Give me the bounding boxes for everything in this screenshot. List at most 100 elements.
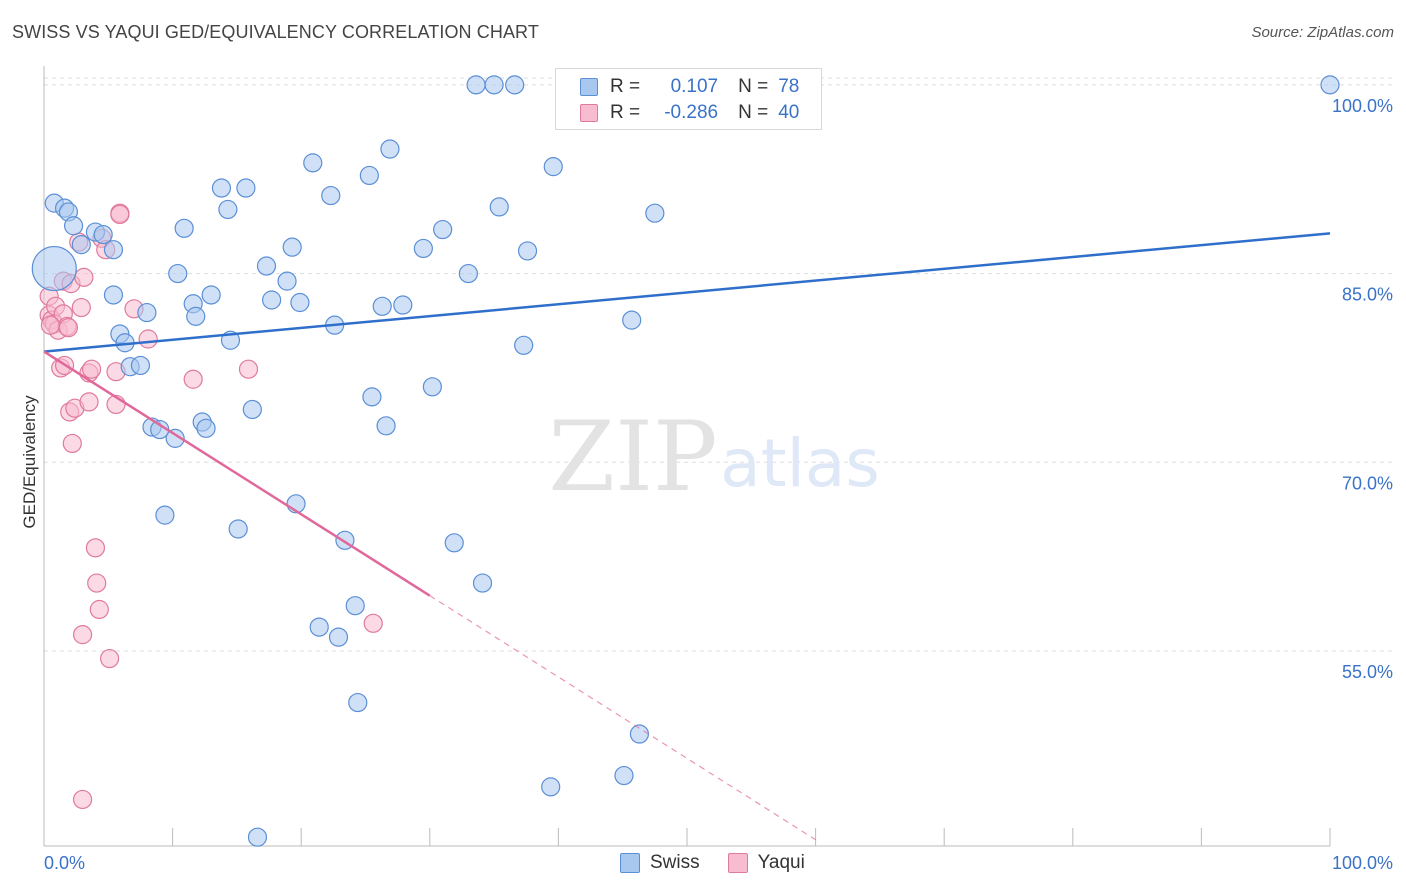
swiss-point-70 xyxy=(622,310,642,330)
swiss-point-62 xyxy=(505,75,525,95)
yaqui-swatch xyxy=(580,104,598,122)
swiss-point-14 xyxy=(137,302,157,323)
source-credit: Source: ZipAtlas.com xyxy=(1251,24,1394,41)
swiss-point-61 xyxy=(489,197,509,217)
swiss-point-49 xyxy=(372,296,392,316)
legend-row-yaqui: R = -0.286 N = 40 xyxy=(580,100,799,126)
swiss-point-20 xyxy=(174,218,194,238)
swiss-point-46 xyxy=(348,692,368,713)
swiss-point-57 xyxy=(458,263,478,284)
swiss-point-38 xyxy=(290,292,310,313)
swiss-point-22 xyxy=(186,306,206,326)
y-tick-label-0: 100.0% xyxy=(1332,96,1393,116)
swiss-trend-line xyxy=(43,232,1331,353)
yaqui-point-37 xyxy=(238,359,259,379)
swiss-point-5 xyxy=(71,235,91,255)
yaqui-point-24 xyxy=(85,538,106,558)
swiss-point-19 xyxy=(168,263,188,284)
yaqui-point-29 xyxy=(99,648,120,669)
series-swiss-points xyxy=(31,75,1340,847)
trend-lines xyxy=(43,232,1331,841)
swiss-swatch xyxy=(580,78,598,96)
y-tick-label-3: 55.0% xyxy=(1342,662,1393,682)
tick-labels: 100.0% 85.0% 70.0% 55.0% 0.0% 100.0% xyxy=(44,96,1393,873)
swiss-point-51 xyxy=(380,139,400,159)
yaqui-point-26 xyxy=(89,599,109,620)
y-axis-label: GED/Equivalency xyxy=(20,395,39,529)
swiss-point-55 xyxy=(433,219,453,240)
swiss-legend-swatch xyxy=(620,853,640,873)
yaqui-point-18 xyxy=(72,625,93,645)
y-tick-label-1: 85.0% xyxy=(1342,285,1393,305)
yaqui-trend-extension xyxy=(429,595,816,841)
swiss-point-54 xyxy=(422,377,442,397)
swiss-point-32 xyxy=(247,827,268,847)
yaqui-point-14 xyxy=(62,433,82,454)
swiss-point-60 xyxy=(484,75,504,95)
legend-item-yaqui[interactable]: Yaqui xyxy=(727,852,805,874)
swiss-point-59 xyxy=(472,573,493,593)
swiss-point-48 xyxy=(362,387,382,407)
yaqui-point-25 xyxy=(87,573,107,593)
swiss-point-8 xyxy=(103,240,124,260)
swiss-point-31 xyxy=(242,399,262,420)
x-tick-label-0: 0.0% xyxy=(44,853,85,873)
swiss-point-33 xyxy=(256,256,277,276)
swiss-r-label: R = xyxy=(610,76,641,97)
yaqui-point-35 xyxy=(138,329,158,349)
swiss-legend-label: Swiss xyxy=(650,852,700,873)
yaqui-point-20 xyxy=(74,267,94,287)
swiss-n-value: 78 xyxy=(778,76,800,97)
swiss-point-41 xyxy=(321,185,341,206)
series-legend: Swiss Yaqui xyxy=(620,852,833,874)
correlation-legend: R = 0.107 N = 78 R = -0.286 N = 40 xyxy=(555,68,822,130)
legend-row-swiss: R = 0.107 N = 78 xyxy=(580,74,799,100)
swiss-point-53 xyxy=(413,238,433,259)
swiss-point-58 xyxy=(466,75,486,95)
swiss-point-36 xyxy=(282,237,302,257)
swiss-point-27 xyxy=(218,199,238,220)
yaqui-point-38 xyxy=(363,613,383,633)
swiss-point-56 xyxy=(444,533,464,553)
swiss-r-value: 0.107 xyxy=(670,76,719,97)
swiss-point-76 xyxy=(1320,75,1340,95)
swiss-point-45 xyxy=(345,596,365,616)
swiss-point-43 xyxy=(328,627,349,647)
yaqui-point-19 xyxy=(72,789,93,810)
swiss-point-34 xyxy=(262,290,282,310)
yaqui-point-11 xyxy=(58,318,79,338)
yaqui-legend-swatch xyxy=(727,853,748,873)
swiss-point-4 xyxy=(63,216,84,236)
swiss-point-7 xyxy=(93,224,113,245)
yaqui-point-17 xyxy=(71,297,91,318)
swiss-point-66 xyxy=(543,157,563,177)
swiss-point-72 xyxy=(645,203,665,223)
swiss-point-65 xyxy=(541,777,561,797)
yaqui-point-23 xyxy=(81,359,102,379)
swiss-point-39 xyxy=(303,153,323,173)
yaqui-r-label: R = xyxy=(610,102,641,123)
yaqui-point-36 xyxy=(183,369,203,389)
swiss-point-52 xyxy=(393,295,413,315)
yaqui-point-39 xyxy=(40,315,61,335)
swiss-point-18 xyxy=(165,428,185,448)
watermark-zip: ZIP xyxy=(548,401,717,513)
legend-item-swiss[interactable]: Swiss xyxy=(620,852,700,874)
watermark: ZIP atlas xyxy=(548,401,879,513)
swiss-point-50 xyxy=(376,416,396,436)
yaqui-r-value: -0.286 xyxy=(664,102,719,123)
yaqui-point-33 xyxy=(110,204,130,225)
yaqui-trend-line xyxy=(43,350,431,597)
yaqui-legend-label: Yaqui xyxy=(757,852,805,873)
chart-title: SWISS VS YAQUI GED/EQUIVALENCY CORRELATI… xyxy=(12,22,539,42)
swiss-n-label: N = xyxy=(738,76,769,97)
swiss-point-63 xyxy=(514,335,534,355)
swiss-point-17 xyxy=(155,505,175,525)
swiss-point-35 xyxy=(277,271,297,291)
swiss-point-24 xyxy=(196,418,216,438)
swiss-point-25 xyxy=(201,285,221,305)
swiss-point-40 xyxy=(309,617,329,637)
swiss-point-64 xyxy=(517,241,538,261)
swiss-point-47 xyxy=(359,165,379,186)
